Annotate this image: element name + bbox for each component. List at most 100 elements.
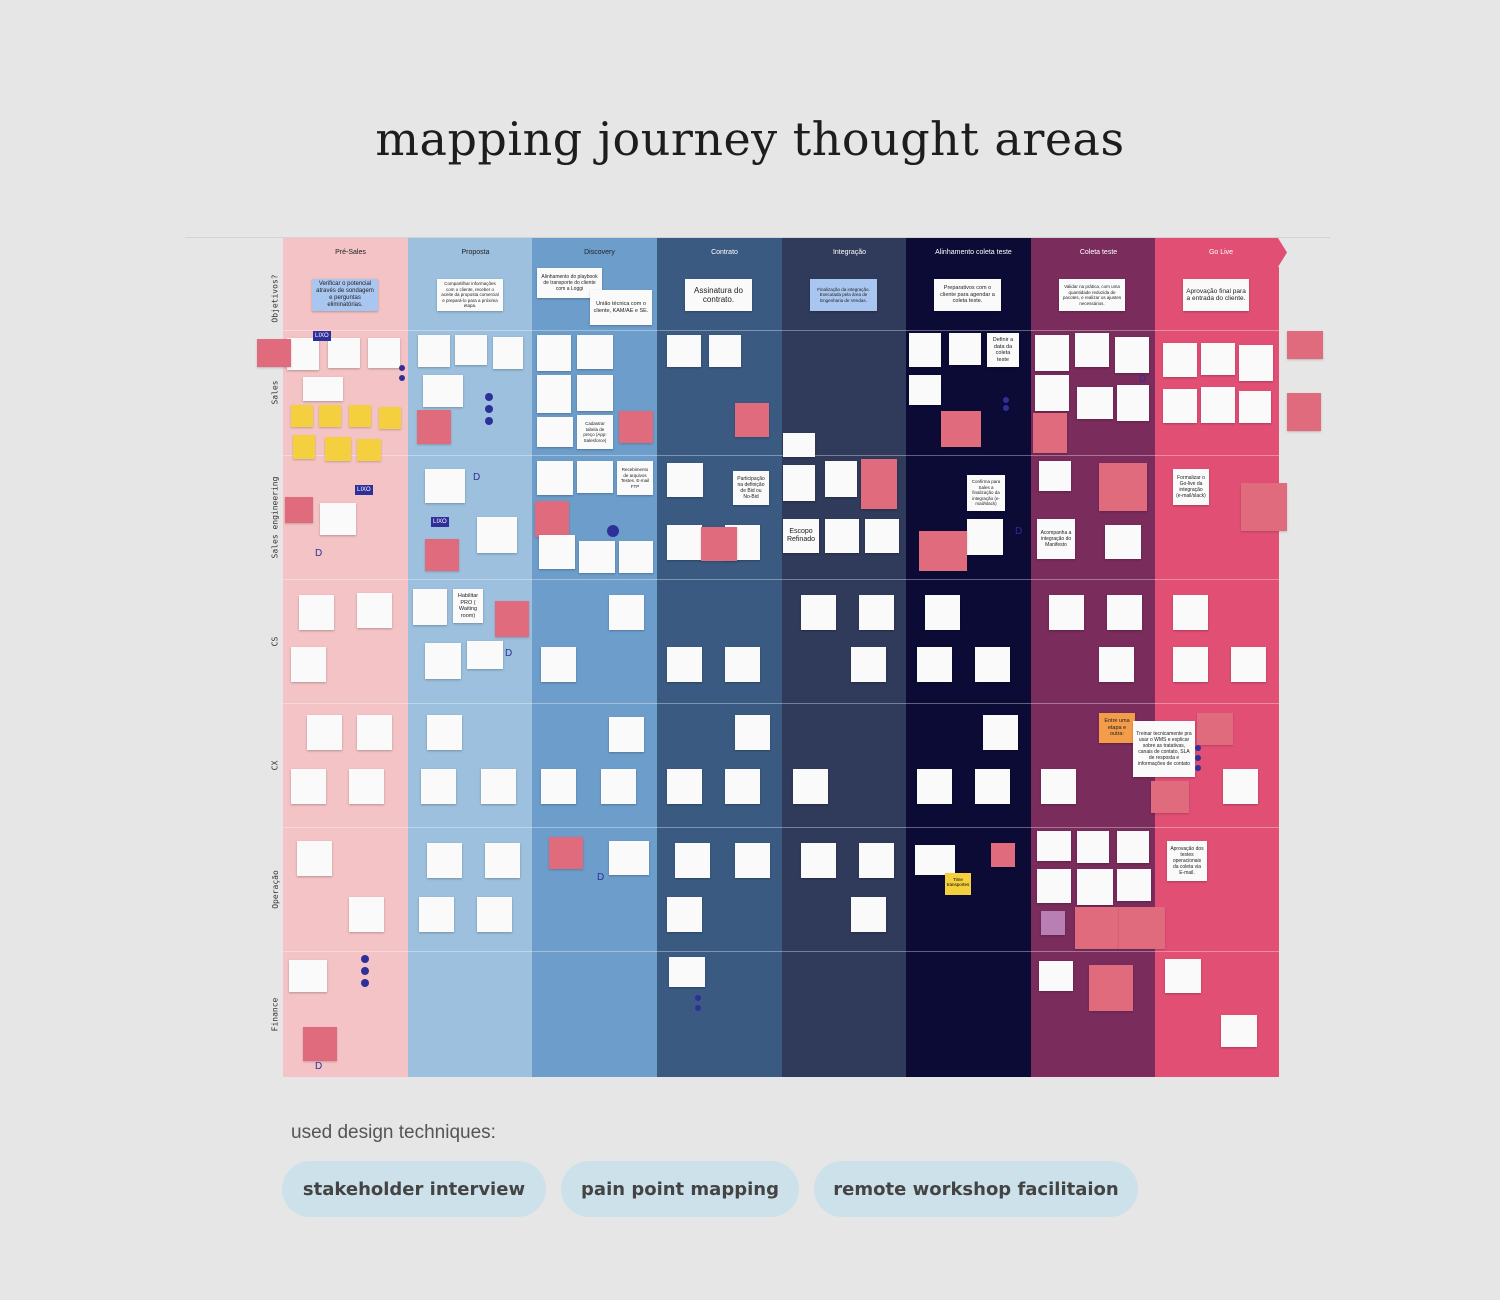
pink-note[interactable] bbox=[549, 837, 583, 869]
sticky-note[interactable] bbox=[537, 461, 573, 495]
sticky-note[interactable] bbox=[328, 338, 360, 368]
pink-note[interactable] bbox=[701, 527, 737, 561]
pink-note[interactable] bbox=[1099, 463, 1147, 511]
sticky-note[interactable] bbox=[1163, 343, 1197, 377]
pink-note[interactable] bbox=[619, 411, 653, 443]
sticky-note[interactable] bbox=[1239, 391, 1271, 423]
blank-note[interactable] bbox=[609, 717, 644, 752]
objective-note-discovery-2[interactable]: União técnica com o cliente, KAM/AE e SE… bbox=[590, 290, 652, 325]
sticky-note[interactable] bbox=[1221, 1015, 1257, 1047]
sticky-note[interactable] bbox=[539, 535, 575, 569]
sticky-note[interactable] bbox=[1117, 831, 1149, 863]
blank-note[interactable] bbox=[1041, 769, 1076, 804]
blank-note[interactable] bbox=[427, 843, 462, 878]
blank-note[interactable] bbox=[667, 525, 702, 560]
blank-note[interactable] bbox=[735, 843, 770, 878]
pink-note[interactable] bbox=[941, 411, 981, 447]
pink-note[interactable] bbox=[1033, 413, 1067, 453]
sticky-note[interactable] bbox=[1117, 869, 1151, 901]
blank-note[interactable] bbox=[667, 769, 702, 804]
sticky-note[interactable] bbox=[537, 417, 573, 447]
pink-note[interactable] bbox=[495, 601, 529, 637]
note-definir-data[interactable]: Definir a data da coleta teste bbox=[987, 333, 1019, 367]
sticky-note[interactable] bbox=[289, 960, 327, 992]
sticky-note[interactable] bbox=[1035, 375, 1069, 411]
blank-note[interactable] bbox=[357, 593, 392, 628]
sticky-note[interactable] bbox=[669, 957, 705, 987]
pink-note[interactable] bbox=[257, 339, 291, 367]
sticky-note[interactable] bbox=[1105, 525, 1141, 559]
sticky-note[interactable] bbox=[915, 845, 955, 875]
blank-note[interactable] bbox=[477, 897, 512, 932]
sticky-note[interactable] bbox=[455, 335, 487, 365]
objective-note-discovery[interactable]: Alinhamento do playbook de transporte do… bbox=[537, 268, 602, 298]
pink-note[interactable] bbox=[1197, 713, 1233, 745]
blank-note[interactable] bbox=[801, 843, 836, 878]
sticky-note[interactable] bbox=[368, 338, 400, 368]
sticky-note[interactable] bbox=[783, 465, 815, 501]
sticky-note[interactable] bbox=[909, 375, 941, 405]
blank-note[interactable] bbox=[1173, 647, 1208, 682]
blank-note[interactable] bbox=[427, 715, 462, 750]
pink-note[interactable] bbox=[535, 501, 569, 537]
sticky-note[interactable] bbox=[1039, 461, 1071, 491]
blank-note[interactable] bbox=[983, 715, 1018, 750]
sticky-note[interactable] bbox=[1201, 387, 1235, 423]
blank-note[interactable] bbox=[609, 595, 644, 630]
note-habilitar-pro[interactable]: Habilitar PRO ( Waiting room) bbox=[453, 589, 483, 623]
objective-note-contrato[interactable]: Assinatura do contrato. bbox=[685, 279, 752, 311]
pink-note[interactable] bbox=[1151, 781, 1189, 813]
sticky-note[interactable] bbox=[579, 541, 615, 573]
sticky-note[interactable] bbox=[577, 335, 613, 369]
sticky-note[interactable] bbox=[425, 643, 461, 679]
note-participacao-bid[interactable]: Participação na definição de Bid ou No-B… bbox=[733, 471, 769, 505]
blank-note[interactable] bbox=[421, 769, 456, 804]
blank-note[interactable] bbox=[297, 841, 332, 876]
sticky-note[interactable] bbox=[577, 461, 613, 493]
blank-note[interactable] bbox=[851, 897, 886, 932]
pink-note[interactable] bbox=[417, 410, 451, 444]
sticky-note[interactable] bbox=[967, 519, 1003, 555]
note-cadastrar-tabela[interactable]: Cadastrar tabela de preço (App: Salesfor… bbox=[577, 415, 613, 449]
blank-note[interactable] bbox=[1223, 769, 1258, 804]
sticky-note[interactable] bbox=[537, 335, 571, 371]
pink-note[interactable] bbox=[1089, 965, 1133, 1011]
pink-note[interactable] bbox=[1075, 907, 1119, 949]
blank-note[interactable] bbox=[675, 843, 710, 878]
blank-note[interactable] bbox=[349, 897, 384, 932]
yellow-note[interactable] bbox=[293, 435, 315, 459]
blank-note[interactable] bbox=[291, 769, 326, 804]
blank-note[interactable] bbox=[851, 647, 886, 682]
blank-note[interactable] bbox=[357, 715, 392, 750]
sticky-note[interactable] bbox=[1039, 961, 1073, 991]
pink-note[interactable] bbox=[735, 403, 769, 437]
note-acompanha-manifesto[interactable]: Acompanha a integração do Manifesto bbox=[1037, 519, 1075, 559]
objective-note-pre-sales[interactable]: Verificar o potencial através de sondage… bbox=[312, 279, 378, 311]
yellow-note[interactable] bbox=[357, 439, 381, 461]
yellow-note[interactable] bbox=[291, 405, 313, 427]
sticky-note[interactable] bbox=[1201, 343, 1235, 375]
blank-note[interactable] bbox=[541, 647, 576, 682]
blank-note[interactable] bbox=[349, 769, 384, 804]
sticky-note[interactable] bbox=[1035, 335, 1069, 371]
blank-note[interactable] bbox=[485, 843, 520, 878]
blank-note[interactable] bbox=[419, 897, 454, 932]
yellow-note[interactable] bbox=[379, 407, 401, 429]
sticky-note[interactable] bbox=[1037, 869, 1071, 903]
blank-note[interactable] bbox=[917, 647, 952, 682]
note-time-transportes[interactable]: Time transportes bbox=[945, 873, 971, 895]
blank-note[interactable] bbox=[859, 843, 894, 878]
note-formalizar-go-live[interactable]: Formalizar o Go-live da integração (e-ma… bbox=[1173, 469, 1209, 505]
blank-note[interactable] bbox=[667, 647, 702, 682]
note-confirma-sales[interactable]: Confirma para Sales a finalização da int… bbox=[967, 475, 1005, 511]
pink-note[interactable] bbox=[303, 1027, 337, 1061]
blank-note[interactable] bbox=[1049, 595, 1084, 630]
blank-note[interactable] bbox=[859, 595, 894, 630]
sticky-note[interactable] bbox=[1117, 385, 1149, 421]
note-recebimento-arquivos[interactable]: Recebimento de arquivos Testes. E-mail F… bbox=[617, 461, 653, 495]
sticky-note[interactable] bbox=[1239, 345, 1273, 381]
sticky-note[interactable] bbox=[667, 335, 701, 367]
note-escopo-refinado[interactable]: Escopo Refinado bbox=[783, 519, 819, 553]
blank-note[interactable] bbox=[299, 595, 334, 630]
note-aprovacao-testes[interactable]: Aprovação dos testes operacionais da col… bbox=[1167, 841, 1207, 881]
